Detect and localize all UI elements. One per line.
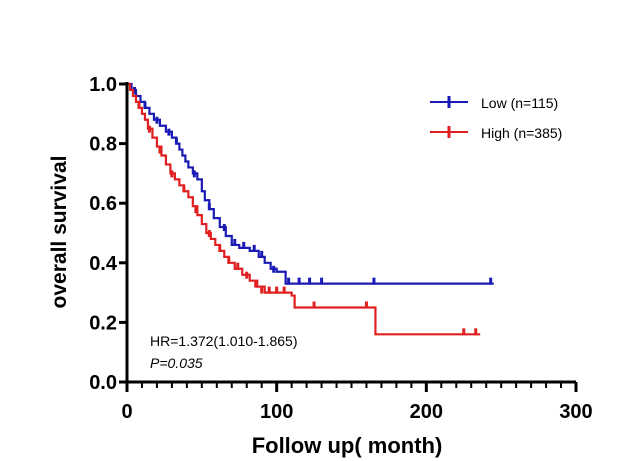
x-axis-title: Follow up( month) [252,433,443,458]
legend: Low (n=115) High (n=385) [430,95,562,141]
y-axis-ticks: 0.0 0.2 0.4 0.6 0.8 1.0 [89,74,127,394]
y-tick-label: 0.8 [89,134,117,156]
y-tick-label: 0.4 [89,253,118,275]
legend-label-high: High (n=385) [481,125,562,141]
y-tick-label: 1.0 [89,74,117,96]
y-tick-label: 0.2 [89,312,117,334]
y-tick-label: 0.0 [89,372,117,394]
legend-item-low: Low (n=115) [430,95,558,111]
survival-curve-high [127,82,481,336]
p-value-annotation: P=0.035 [150,355,203,371]
x-tick-label: 0 [121,401,132,423]
x-axis-ticks: 0 100 200 300 [121,382,593,423]
y-tick-label: 0.6 [89,193,117,215]
x-tick-label: 100 [260,401,293,423]
y-axis-title: overall survival [48,156,71,309]
x-tick-label: 300 [559,401,592,423]
hazard-ratio-annotation: HR=1.372(1.010-1.865) [150,333,298,349]
x-tick-label: 200 [410,401,443,423]
series-layer [127,82,494,336]
legend-label-low: Low (n=115) [481,95,558,111]
legend-item-high: High (n=385) [430,125,562,141]
survival-curve-low [127,82,494,285]
